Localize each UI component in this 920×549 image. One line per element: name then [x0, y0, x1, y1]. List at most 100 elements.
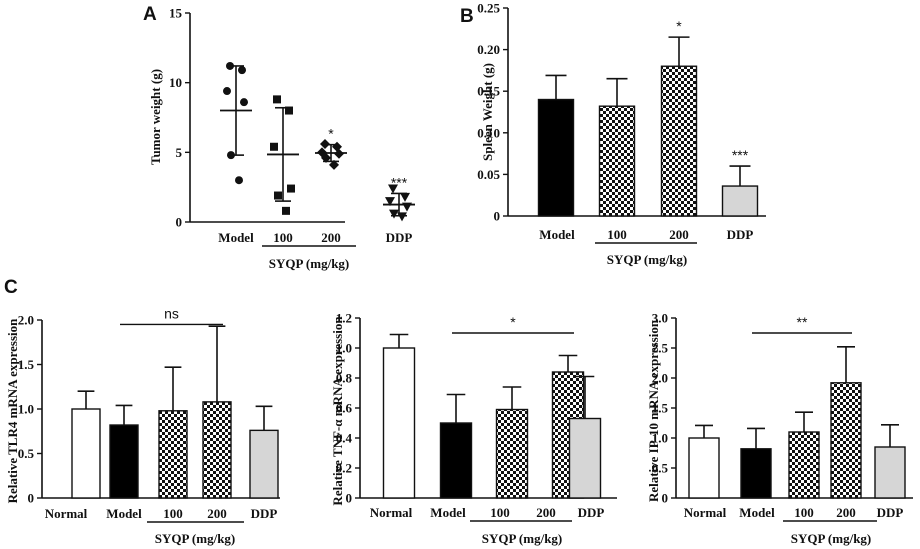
panel-2: B 0 0.05 0.10 0.15 0.20 0.25 Spleen Weight (g) M…	[460, 1, 766, 267]
y-axis-label: Relative TNF-α mRNA expression	[330, 316, 345, 506]
data-point	[282, 206, 290, 215]
bar-4	[249, 429, 279, 499]
data-point	[334, 148, 344, 159]
data-point	[235, 176, 243, 185]
bar-3	[721, 185, 759, 217]
data-point	[273, 95, 281, 104]
category-label: Model	[106, 506, 142, 521]
y-tick-label: 0.2	[336, 461, 352, 476]
panel-letter-A: A	[143, 4, 157, 25]
data-point	[385, 197, 395, 207]
y-tick-label: 0.10	[477, 125, 500, 140]
bar-0	[71, 408, 101, 499]
category-label: 100	[490, 505, 510, 520]
category-label: 200	[207, 506, 227, 521]
data-point	[285, 106, 293, 115]
data-point	[388, 184, 398, 194]
y-tick-label: 1.2	[336, 311, 352, 326]
data-point	[274, 191, 282, 200]
comparison-label: *	[510, 314, 516, 330]
category-label: DDP	[727, 227, 754, 242]
y-axis-label: Relative TLR4 mRNA expression	[5, 318, 20, 504]
data-point	[270, 142, 278, 151]
y-tick-label: 1.0	[18, 402, 34, 417]
panel-letter-B: B	[460, 6, 474, 27]
category-label: Model	[218, 230, 254, 245]
y-tick-label: 0.4	[336, 431, 353, 446]
data-point	[240, 98, 248, 107]
bar-2	[158, 410, 188, 499]
category-label: Normal	[684, 505, 727, 520]
bar-2	[788, 431, 820, 499]
y-tick-label: 3.0	[652, 311, 668, 326]
bar-2	[660, 65, 698, 217]
category-label: 200	[836, 505, 856, 520]
category-label: Normal	[45, 506, 88, 521]
y-axis-label: Tumor weight (g)	[148, 69, 163, 165]
y-tick-label: 0	[662, 491, 669, 506]
data-point	[321, 152, 331, 163]
bar-1	[598, 105, 636, 217]
category-label: 200	[321, 230, 341, 245]
bar-4	[568, 417, 602, 499]
y-tick-label: 0.20	[477, 42, 500, 57]
group-label: SYQP (mg/kg)	[482, 531, 563, 546]
data-point	[400, 192, 410, 202]
data-point	[227, 151, 235, 160]
y-tick-label: 0	[28, 491, 35, 506]
y-tick-label: 2.0	[18, 313, 34, 328]
bar-0	[382, 347, 416, 499]
category-label: Model	[430, 505, 466, 520]
significance-label: *	[328, 126, 334, 142]
bar-1	[109, 424, 139, 499]
y-tick-label: 2.0	[652, 371, 668, 386]
data-point	[320, 138, 330, 149]
category-label: Model	[539, 227, 575, 242]
category-label: 100	[607, 227, 627, 242]
category-label: 100	[794, 505, 814, 520]
data-point	[402, 202, 412, 212]
y-tick-label: 10	[169, 75, 182, 90]
data-point	[238, 66, 246, 75]
data-point	[287, 184, 295, 193]
data-point	[223, 87, 231, 96]
data-point	[226, 61, 234, 70]
category-label: 200	[669, 227, 689, 242]
panel-1: A 0 5 10 15 Tumor weight (g) Model 100 200 DDP SYQ…	[143, 4, 415, 271]
y-tick-label: 0	[346, 491, 353, 506]
category-label: DDP	[578, 505, 605, 520]
y-tick-label: 1.0	[336, 341, 352, 356]
category-label: DDP	[877, 505, 904, 520]
category-label: 200	[536, 505, 556, 520]
data-point	[329, 159, 339, 170]
category-label: DDP	[386, 230, 413, 245]
y-tick-label: 0.5	[652, 461, 669, 476]
y-tick-label: 5	[176, 145, 183, 160]
bar-3	[830, 382, 862, 499]
category-label: 100	[273, 230, 293, 245]
y-tick-label: 0	[176, 215, 183, 230]
significance-label: ***	[391, 174, 408, 190]
y-tick-label: 15	[169, 6, 183, 21]
y-tick-label: 1.5	[18, 357, 35, 372]
y-axis-label: Spleen Weight (g)	[480, 63, 495, 161]
significance-label: *	[676, 18, 682, 34]
data-point	[397, 212, 407, 222]
group-label: SYQP (mg/kg)	[607, 252, 688, 267]
panel-letter-C: C	[4, 277, 18, 298]
bar-0	[688, 437, 720, 499]
bar-2	[495, 408, 529, 499]
category-label: DDP	[251, 506, 278, 521]
bar-0	[537, 98, 575, 217]
category-label: Model	[739, 505, 775, 520]
group-label: SYQP (mg/kg)	[269, 256, 350, 271]
category-label: 100	[163, 506, 183, 521]
y-axis-label: Relative IP-10 mRNA expression	[646, 319, 661, 502]
group-label: SYQP (mg/kg)	[791, 531, 872, 546]
y-tick-label: 0.8	[336, 371, 353, 386]
significance-label: ***	[732, 147, 749, 163]
y-tick-label: 0.25	[477, 1, 500, 16]
